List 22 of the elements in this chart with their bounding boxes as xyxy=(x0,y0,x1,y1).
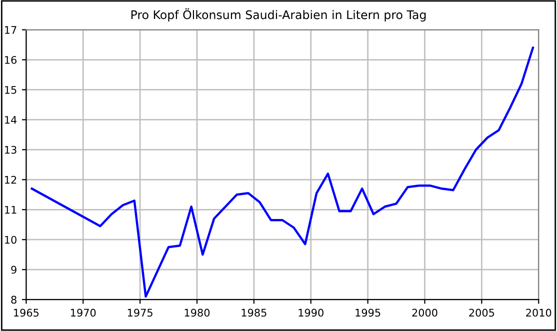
line-series xyxy=(30,46,534,298)
y-tick-label: 13 xyxy=(5,146,16,154)
y-tick-label: 8 xyxy=(11,296,16,304)
x-tick-label: 2000 xyxy=(412,308,438,317)
x-tick-label: 1985 xyxy=(242,308,266,317)
x-tick-label: 1990 xyxy=(298,308,324,317)
x-tick-label: 2010 xyxy=(526,308,552,317)
x-tick-label: 1975 xyxy=(128,308,152,317)
y-tick-label: 12 xyxy=(5,176,16,184)
y-tick-label: 9 xyxy=(11,266,16,274)
y-tick-label: 15 xyxy=(5,86,16,94)
y-tick-label: 17 xyxy=(5,26,16,34)
y-tick-label: 10 xyxy=(5,236,16,244)
y-tick-label: 14 xyxy=(5,116,17,124)
chart-title: Pro Kopf Ölkonsum Saudi-Arabien in Litern pro Tag xyxy=(131,8,426,22)
x-tick-label: 2005 xyxy=(469,308,494,317)
y-tick-label: 11 xyxy=(5,206,16,214)
x-tick-label: 1980 xyxy=(184,308,210,317)
x-tick-label: 1995 xyxy=(356,308,380,317)
y-tick-label: 16 xyxy=(5,56,16,64)
x-tick-label: 1970 xyxy=(71,308,96,317)
x-tick-label: 1965 xyxy=(14,308,39,317)
